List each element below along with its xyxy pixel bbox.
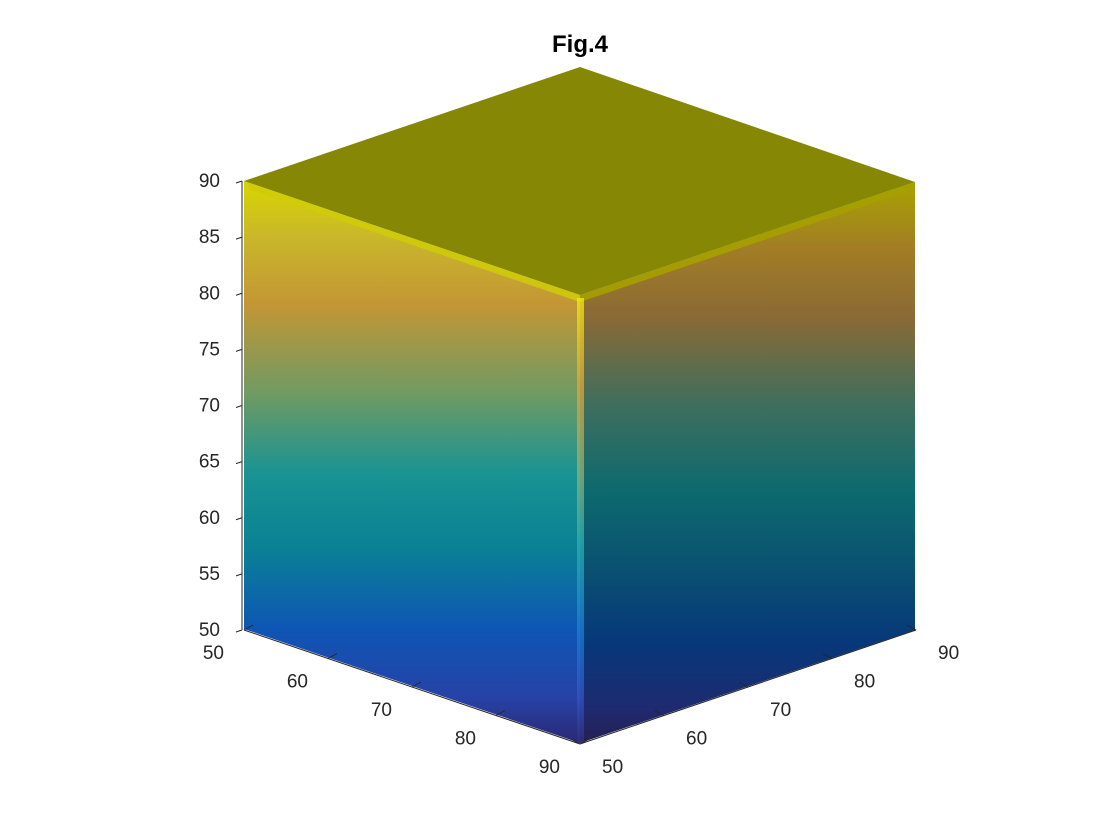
z-tick-label: 65 — [199, 452, 220, 473]
z-tick-mark — [235, 461, 243, 465]
y-tick-mark — [570, 738, 581, 745]
y-tick-label: 60 — [686, 729, 707, 750]
x-axis-ticks: 50 60 70 80 90 — [203, 624, 590, 778]
cube-top-right-edge — [580, 182, 915, 302]
z-tick-label: 90 — [199, 171, 220, 192]
x-tick-label: 50 — [203, 643, 224, 664]
y-tick-mark — [822, 653, 833, 659]
z-tick-label: 75 — [199, 339, 220, 360]
z-tick-mark — [235, 180, 243, 184]
x-tick-label: 70 — [371, 700, 392, 721]
z-tick-mark — [235, 405, 243, 408]
x-tick-mark — [327, 653, 338, 659]
x-tick-mark — [411, 681, 422, 688]
z-tick-label: 85 — [199, 227, 220, 248]
x-tick-label: 80 — [455, 729, 476, 750]
z-tick-mark — [235, 292, 243, 296]
y-tick-label: 90 — [938, 643, 959, 664]
cube-front-edge — [577, 298, 584, 743]
cube-top-face — [244, 67, 915, 295]
cube-left-face — [244, 181, 580, 743]
x-tick-label: 60 — [287, 672, 308, 693]
cube-right-face — [580, 182, 915, 743]
y-tick-label: 70 — [770, 700, 791, 721]
z-tick-mark — [235, 348, 243, 352]
cube-surface — [244, 67, 915, 743]
z-tick-label: 70 — [199, 396, 220, 417]
y-tick-label: 50 — [602, 757, 623, 778]
cube-top-left-edge — [244, 181, 580, 302]
z-tick-mark — [235, 573, 243, 577]
z-tick-mark — [235, 517, 243, 521]
y-tick-mark — [906, 624, 917, 631]
x-tick-mark — [243, 624, 254, 631]
z-tick-label: 50 — [199, 620, 220, 641]
z-tick-label: 80 — [199, 283, 220, 304]
x-tick-mark — [495, 710, 506, 716]
x-tick-label: 90 — [539, 757, 560, 778]
y-axis-ticks: 50 60 70 80 90 — [570, 624, 959, 778]
z-tick-mark — [235, 629, 243, 633]
y-tick-mark — [654, 710, 665, 716]
y-tick-label: 80 — [854, 672, 875, 693]
z-axis-ticks: 50 55 60 65 70 75 80 85 90 — [199, 171, 243, 641]
x-tick-mark — [579, 738, 590, 745]
chart-title: Fig.4 — [552, 31, 609, 58]
z-tick-label: 55 — [199, 564, 220, 585]
z-tick-mark — [235, 236, 243, 240]
y-tick-mark — [738, 681, 749, 688]
z-tick-label: 60 — [199, 508, 220, 529]
